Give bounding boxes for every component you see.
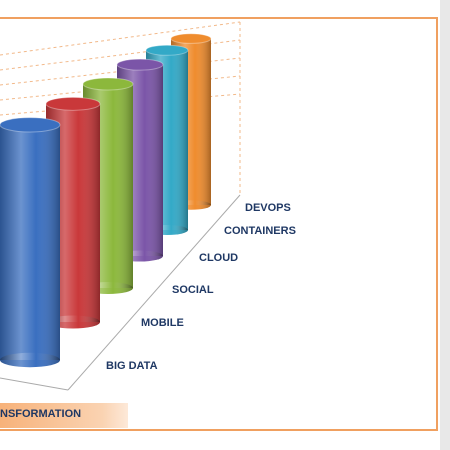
side-strip: [440, 0, 450, 450]
depth-tick-label: CONTAINERS: [224, 225, 296, 237]
cylinder-top: [0, 117, 61, 133]
depth-tick-label: MOBILE: [141, 317, 184, 329]
cylinder-top: [145, 44, 189, 56]
cylinder-top: [170, 33, 212, 44]
cylinder-top: [116, 58, 164, 71]
caption: NSFORMATION: [0, 408, 81, 420]
depth-tick-label: SOCIAL: [172, 284, 214, 296]
cylinder-shade-base: [0, 352, 60, 368]
depth-tick-label: CLOUD: [199, 252, 238, 264]
cylinder-top: [45, 96, 101, 111]
depth-tick-label: DEVOPS: [245, 202, 291, 214]
floor-axis: [0, 194, 241, 391]
cylinder-shade: [0, 124, 60, 360]
cylinder-top: [82, 77, 134, 91]
frame: [0, 17, 438, 431]
caption-bg: [0, 403, 128, 428]
cylinder: [0, 117, 61, 368]
depth-tick-label: BIG DATA: [106, 360, 158, 372]
